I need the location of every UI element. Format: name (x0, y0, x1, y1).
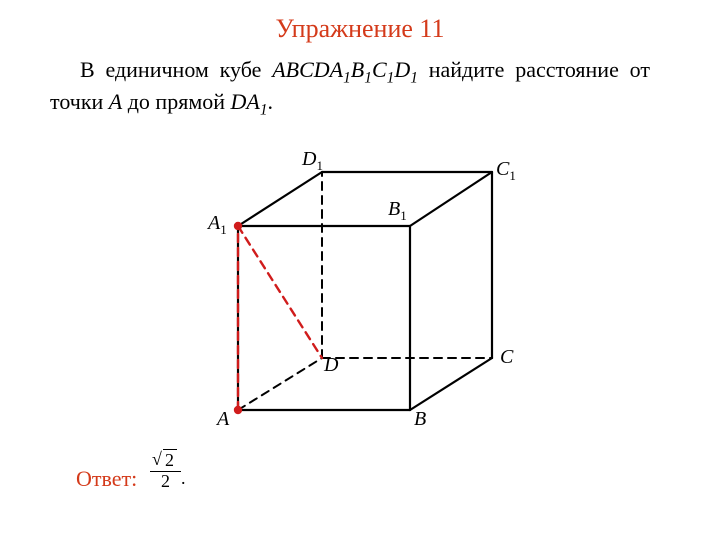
point-name: A (109, 89, 122, 114)
vertex-label-a: A (217, 408, 229, 431)
cube-diagram: A B C D A1 B1 D1 C1 (190, 130, 520, 440)
vertex-label-c: C (500, 346, 513, 369)
vertex-label-d1: D1 (302, 148, 323, 174)
problem-text: В единичном кубе ABCDA1B1C1D1 найдите ра… (50, 56, 650, 121)
answer-sqrt-rad: 2 (163, 449, 177, 470)
vertex-label-c1: C1 (496, 158, 516, 184)
answer-label: Ответ: (76, 466, 137, 492)
exercise-title: Упражнение 11 (0, 14, 720, 44)
answer-period: . (181, 468, 186, 489)
vertex-label-b1: B1 (388, 198, 407, 224)
line-name: DA1 (231, 89, 268, 114)
problem-middle2: до прямой (122, 89, 230, 114)
problem-suffix: . (268, 89, 274, 114)
problem-prefix: В единичном кубе (80, 57, 272, 82)
answer-value: √ 2 2 (150, 451, 181, 492)
answer-den: 2 (157, 472, 174, 492)
cube-name: ABCDA1B1C1D1 (272, 57, 418, 82)
vertex-label-b: B (414, 408, 426, 431)
vertex-label-d: D (324, 354, 338, 377)
vertex-label-a1: A1 (208, 212, 227, 238)
